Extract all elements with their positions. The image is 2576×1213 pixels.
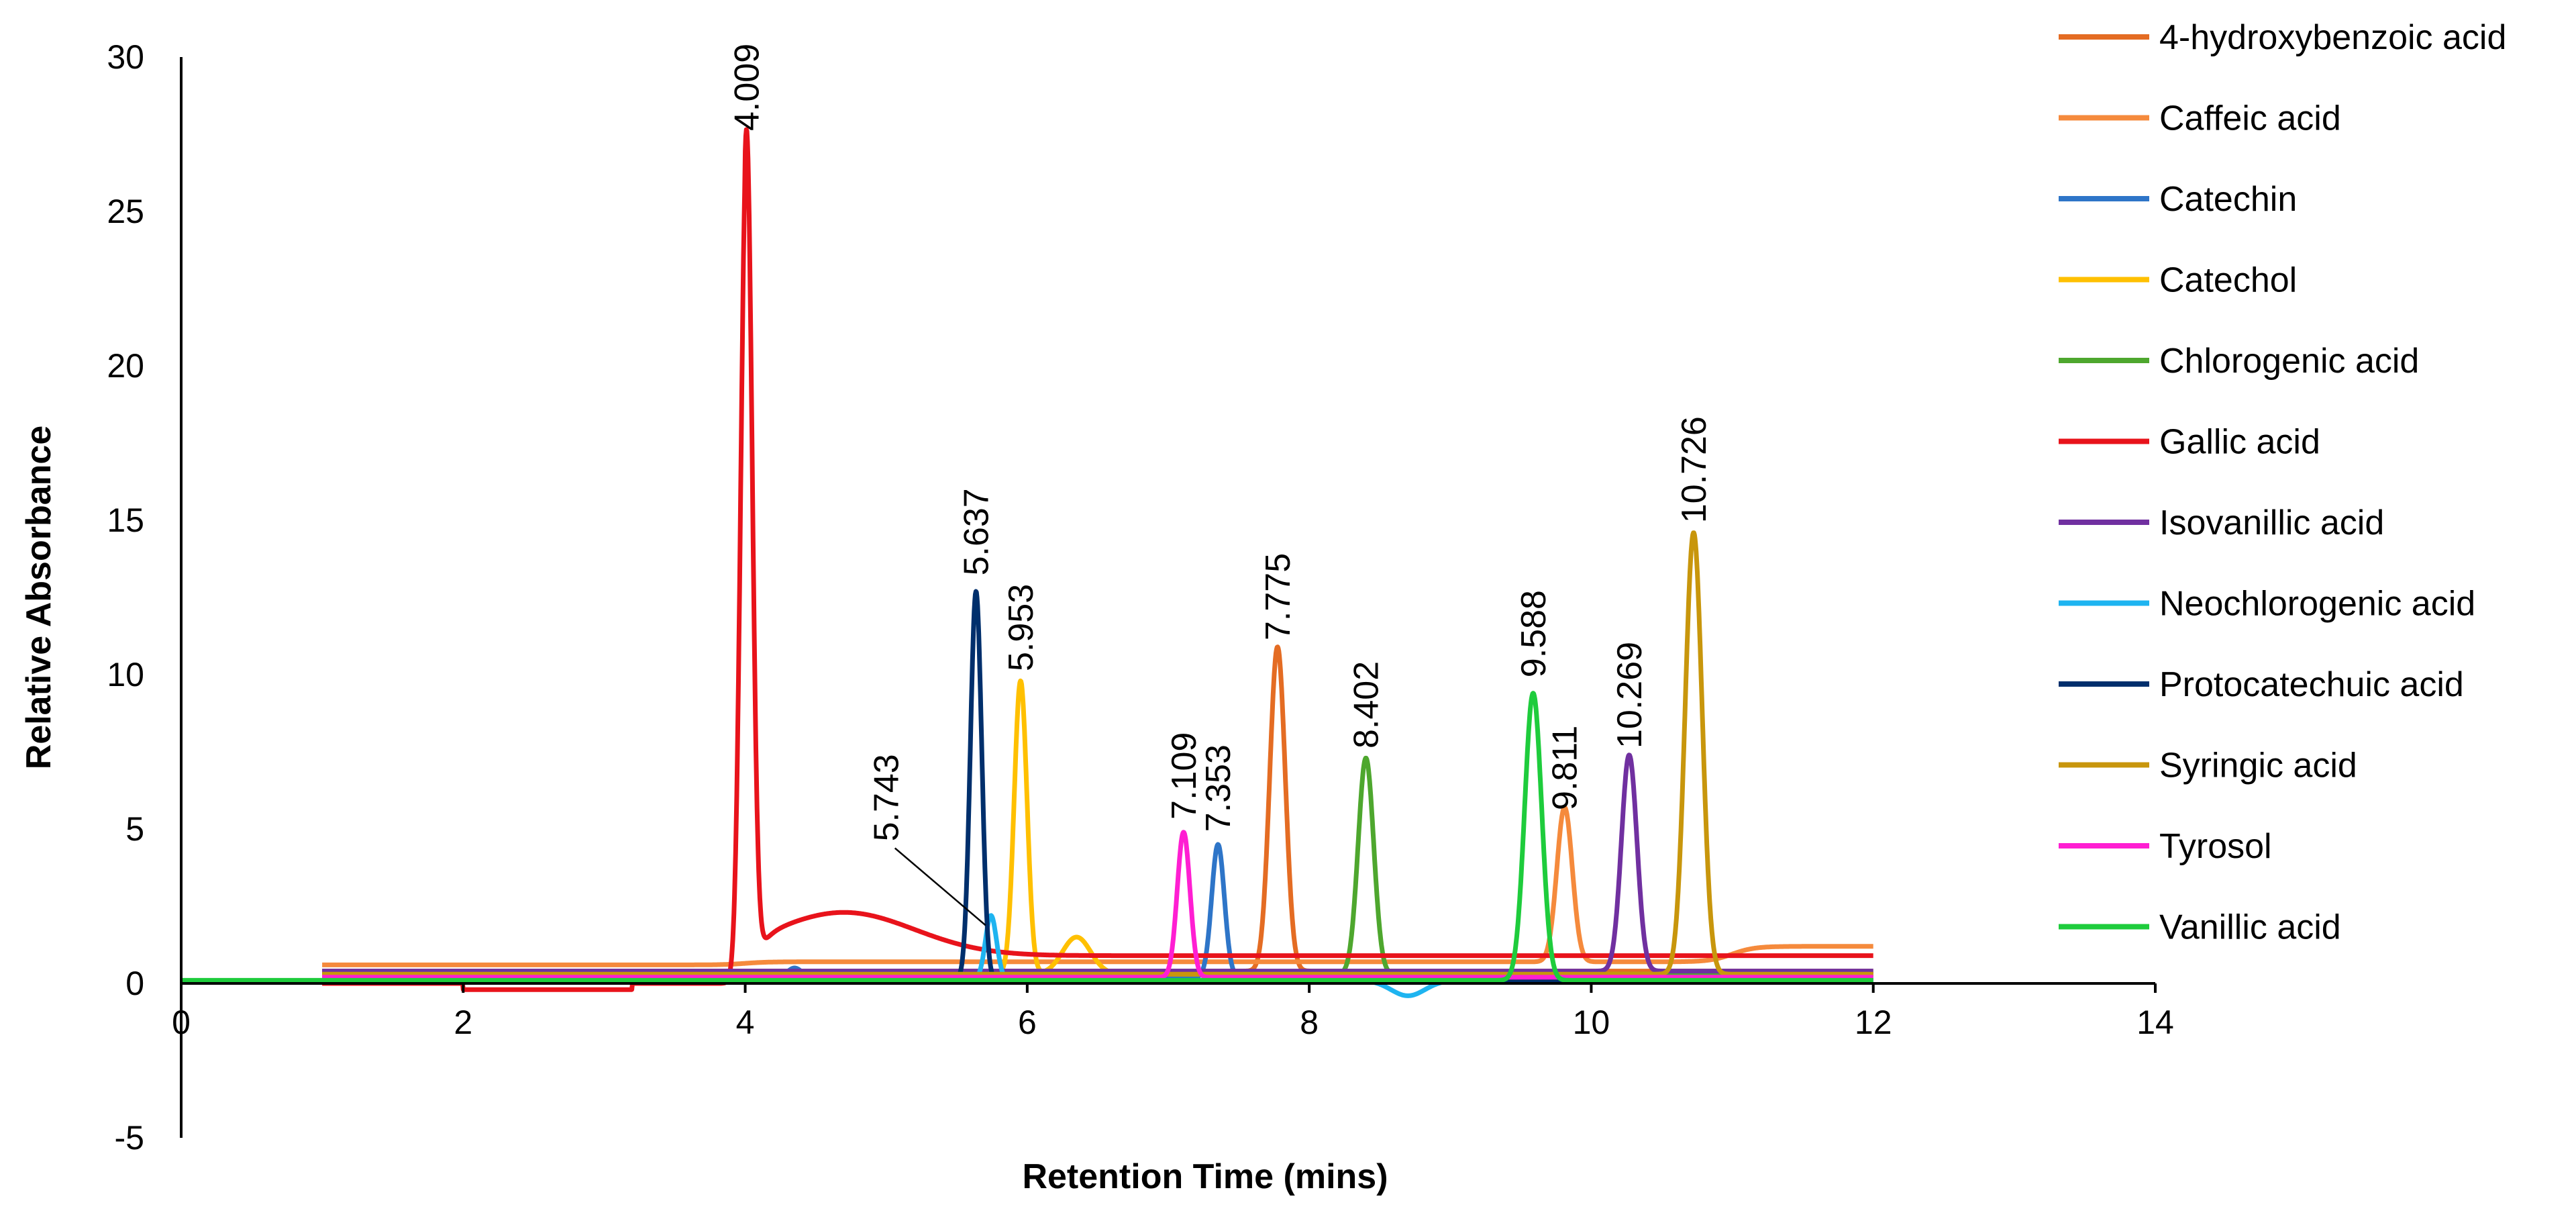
peak-label-7: 8.402 [1347,661,1386,748]
y-tick-label-3: 10 [107,656,144,693]
legend-label-2: Catechin [2159,180,2297,219]
y-tick-label-0: -5 [115,1119,144,1157]
legend-label-11: Vanillic acid [2159,908,2341,947]
legend-label-0: 4-hydroxybenzoic acid [2159,18,2506,57]
x-tick-label-4: 8 [1300,1004,1319,1041]
x-tick-label-2: 4 [736,1004,755,1041]
legend-label-5: Gallic acid [2159,423,2320,462]
peak-callout-line-3 [894,847,986,926]
peak-label-0: 4.009 [727,44,766,131]
y-tick-label-4: 15 [107,501,144,539]
legend-label-6: Isovanillic acid [2159,503,2384,542]
legend-label-10: Tyrosol [2159,827,2272,866]
peak-label-5: 7.353 [1199,744,1238,832]
legend-label-7: Neochlorogenic acid [2159,585,2475,624]
peak-label-8: 9.588 [1514,590,1553,677]
x-axis-title: Retention Time (mins) [1022,1157,1388,1196]
x-tick-label-7: 14 [2136,1004,2174,1041]
peak-label-1: 5.637 [958,488,996,575]
x-tick-label-6: 12 [1855,1004,1892,1041]
legend-label-8: Protocatechuic acid [2159,665,2464,704]
y-tick-label-7: 30 [107,38,144,76]
legend: 4-hydroxybenzoic acid Caffeic acid Catechi… [2059,18,2506,947]
series-layer [179,127,1875,998]
peak-label-3: 5.743 [868,754,907,841]
legend-label-3: Catechol [2159,261,2297,300]
peak-label-4: 7.109 [1165,732,1204,820]
legend-label-1: Caffeic acid [2159,99,2341,138]
y-tick-label-6: 25 [107,193,144,230]
peak-label-2: 5.953 [1002,584,1041,671]
y-tick-label-5: 20 [107,347,144,385]
series-line-11 [179,691,1875,983]
x-tick-label-5: 10 [1573,1004,1610,1041]
axes-layer: 0 2 4 6 8 10 12 14 -5 0 5 10 15 20 25 30 [107,38,2173,1157]
series-line-5 [320,127,1875,992]
legend-label-9: Syringic acid [2159,746,2357,785]
y-axis-title: Relative Absorbance [19,426,58,769]
series-line-10 [320,830,1875,980]
series-line-9 [320,530,1875,977]
peak-label-11: 10.726 [1675,416,1714,523]
series-line-6 [320,753,1875,974]
y-tick-label-1: 0 [125,965,144,1002]
peak-label-10: 10.269 [1610,642,1649,748]
x-tick-label-0: 0 [172,1004,191,1041]
x-tick-label-1: 2 [454,1004,472,1041]
peak-label-9: 9.811 [1546,726,1585,810]
y-tick-label-2: 5 [125,810,144,848]
peak-label-6: 7.775 [1259,553,1298,640]
x-tick-label-3: 6 [1018,1004,1037,1041]
legend-label-4: Chlorogenic acid [2159,342,2419,381]
